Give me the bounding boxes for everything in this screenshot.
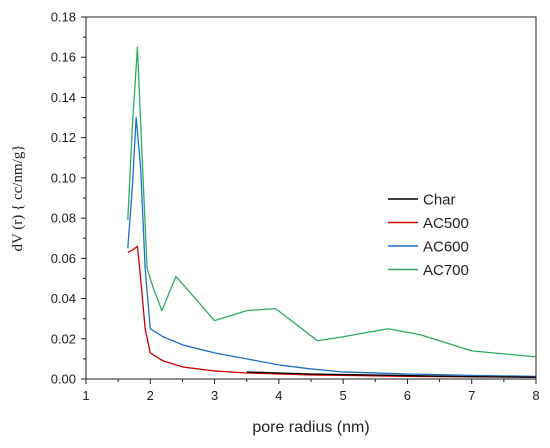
x-tick-label: 3: [211, 388, 218, 403]
y-axis-title: dV (r) { cc/nm/g}: [10, 144, 26, 251]
y-tick-label: 0.04: [51, 291, 76, 306]
series-line-ac700: [127, 46, 537, 358]
y-tick-label: 0.08: [51, 211, 76, 226]
x-tick-label: 2: [147, 388, 154, 403]
legend-label-char: Char: [423, 192, 456, 209]
y-tick-label: 0.02: [51, 331, 76, 346]
x-tick-label: 8: [532, 388, 539, 403]
y-tick-label: 0.06: [51, 251, 76, 266]
y-tick-label: 0.14: [51, 90, 76, 105]
series-line-ac500: [127, 245, 537, 378]
legend-label-ac500: AC500: [423, 215, 469, 232]
y-tick-label: 0.16: [51, 50, 76, 65]
x-tick-label: 1: [82, 388, 89, 403]
x-tick-label: 4: [275, 388, 282, 403]
y-tick-label: 0.18: [51, 10, 76, 25]
series-line-ac600: [127, 116, 537, 378]
y-tick-label: 0.10: [51, 170, 76, 185]
y-tick-label: 0.12: [51, 130, 76, 145]
x-axis-title: pore radius (nm): [252, 419, 369, 436]
x-tick-label: 6: [404, 388, 411, 403]
series-line-char: [246, 371, 537, 378]
x-tick-label: 5: [340, 388, 347, 403]
plot-frame: [85, 16, 537, 380]
legend-label-ac700: AC700: [423, 262, 469, 279]
y-tick-label: 0.00: [51, 372, 76, 387]
legend-label-ac600: AC600: [423, 239, 469, 256]
x-tick-label: 7: [468, 388, 475, 403]
